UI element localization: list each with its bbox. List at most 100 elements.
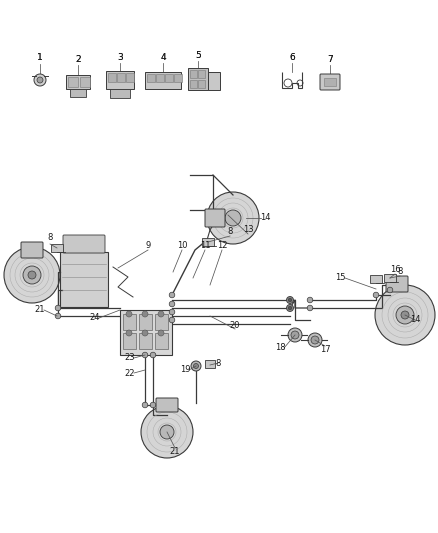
FancyBboxPatch shape — [80, 77, 90, 87]
Circle shape — [225, 210, 241, 226]
Text: 21: 21 — [170, 448, 180, 456]
Circle shape — [286, 304, 293, 311]
FancyBboxPatch shape — [147, 74, 155, 82]
Circle shape — [126, 330, 132, 336]
Circle shape — [28, 271, 36, 279]
Text: 5: 5 — [195, 51, 201, 60]
FancyBboxPatch shape — [324, 78, 336, 86]
Circle shape — [311, 336, 319, 344]
Text: 9: 9 — [145, 241, 151, 251]
Text: 7: 7 — [327, 54, 333, 63]
FancyBboxPatch shape — [202, 238, 214, 246]
Circle shape — [286, 296, 293, 303]
FancyBboxPatch shape — [156, 74, 164, 82]
FancyBboxPatch shape — [384, 274, 396, 282]
Circle shape — [169, 292, 175, 298]
Text: 8: 8 — [47, 233, 53, 243]
Text: 16: 16 — [390, 265, 400, 274]
Circle shape — [194, 364, 198, 368]
Circle shape — [288, 328, 302, 342]
FancyBboxPatch shape — [165, 74, 173, 82]
FancyBboxPatch shape — [188, 68, 208, 90]
Text: 7: 7 — [327, 54, 333, 63]
Text: 3: 3 — [117, 52, 123, 61]
FancyBboxPatch shape — [139, 333, 152, 349]
FancyBboxPatch shape — [190, 80, 197, 88]
Circle shape — [4, 247, 60, 303]
Text: 24: 24 — [90, 313, 100, 322]
Circle shape — [142, 311, 148, 317]
FancyBboxPatch shape — [205, 209, 225, 227]
Circle shape — [288, 306, 292, 310]
FancyBboxPatch shape — [117, 73, 125, 82]
FancyBboxPatch shape — [386, 276, 408, 292]
Circle shape — [158, 311, 164, 317]
Text: 17: 17 — [320, 345, 330, 354]
Text: 8: 8 — [215, 359, 221, 367]
FancyBboxPatch shape — [68, 77, 78, 87]
Text: 4: 4 — [160, 52, 166, 61]
Circle shape — [375, 285, 435, 345]
Circle shape — [142, 402, 148, 408]
FancyBboxPatch shape — [370, 275, 382, 283]
Circle shape — [308, 333, 322, 347]
FancyBboxPatch shape — [108, 73, 116, 82]
Text: 5: 5 — [195, 51, 201, 60]
FancyBboxPatch shape — [66, 75, 90, 89]
FancyBboxPatch shape — [106, 71, 134, 89]
Circle shape — [34, 74, 46, 86]
FancyBboxPatch shape — [155, 333, 168, 349]
Text: 6: 6 — [289, 52, 295, 61]
Text: 19: 19 — [180, 366, 190, 375]
FancyBboxPatch shape — [63, 235, 105, 253]
FancyBboxPatch shape — [60, 252, 108, 307]
Text: 23: 23 — [125, 353, 135, 362]
Circle shape — [160, 425, 174, 439]
FancyBboxPatch shape — [123, 333, 136, 349]
FancyBboxPatch shape — [198, 70, 205, 78]
Text: 6: 6 — [289, 52, 295, 61]
Circle shape — [150, 402, 156, 408]
Text: 1: 1 — [37, 53, 43, 62]
Text: 13: 13 — [243, 225, 253, 235]
Text: 14: 14 — [260, 214, 270, 222]
Text: 8: 8 — [397, 268, 403, 277]
Circle shape — [207, 192, 259, 244]
FancyBboxPatch shape — [126, 73, 134, 82]
FancyBboxPatch shape — [139, 314, 152, 330]
Text: 14: 14 — [410, 316, 420, 325]
Circle shape — [287, 297, 293, 303]
Circle shape — [23, 266, 41, 284]
Circle shape — [287, 305, 293, 311]
Circle shape — [401, 311, 409, 319]
Text: 2: 2 — [75, 54, 81, 63]
Circle shape — [142, 330, 148, 336]
Text: 20: 20 — [230, 320, 240, 329]
FancyBboxPatch shape — [205, 360, 215, 368]
Circle shape — [191, 361, 201, 371]
FancyBboxPatch shape — [190, 70, 197, 78]
FancyBboxPatch shape — [208, 72, 220, 90]
Circle shape — [169, 317, 175, 323]
FancyBboxPatch shape — [70, 89, 86, 97]
FancyBboxPatch shape — [156, 398, 178, 412]
Circle shape — [307, 305, 313, 311]
Text: 12: 12 — [217, 241, 227, 251]
Text: 11: 11 — [200, 241, 210, 251]
Text: 4: 4 — [160, 52, 166, 61]
Circle shape — [142, 352, 148, 358]
Circle shape — [288, 298, 292, 302]
Circle shape — [150, 352, 156, 358]
FancyBboxPatch shape — [123, 314, 136, 330]
Circle shape — [387, 287, 393, 293]
FancyBboxPatch shape — [21, 242, 43, 258]
Circle shape — [169, 301, 175, 307]
Text: 15: 15 — [335, 273, 345, 282]
FancyBboxPatch shape — [110, 89, 130, 98]
Circle shape — [307, 297, 313, 303]
FancyBboxPatch shape — [120, 310, 172, 355]
Circle shape — [55, 313, 61, 319]
Circle shape — [158, 330, 164, 336]
Text: 21: 21 — [35, 305, 45, 314]
Circle shape — [373, 292, 379, 298]
